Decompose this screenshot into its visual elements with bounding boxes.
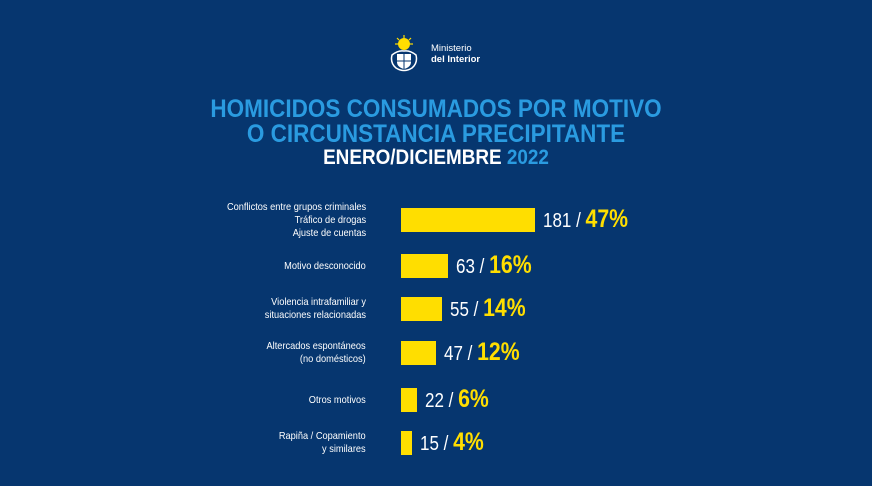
- value-label: 22 / 6%: [425, 387, 489, 413]
- bar: [401, 431, 413, 455]
- category-label: Motivo desconocido: [284, 260, 366, 273]
- ministry-name: Ministerio del Interior: [431, 43, 480, 65]
- ministry-line-1: Ministerio: [431, 43, 472, 54]
- value-label: 181 / 47%: [543, 207, 628, 233]
- category-label-line: Motivo desconocido: [284, 259, 366, 272]
- category-label-line: Tráfico de drogas: [294, 213, 366, 226]
- ministry-line-2: del Interior: [431, 54, 481, 65]
- chart-subtitle: ENERO/DICIEMBRE 2022: [44, 147, 829, 169]
- count-label: 63 /: [455, 256, 489, 278]
- ministry-logo: Ministerio del Interior: [384, 33, 504, 73]
- count-label: 55 /: [449, 299, 483, 321]
- category-label-line: Altercados espontáneos: [266, 340, 366, 352]
- count-label: 15 /: [420, 433, 454, 455]
- category-label-line: Ajuste de cuentas: [292, 226, 366, 239]
- category-label: Rapiña / Copamiento y similares: [279, 430, 366, 456]
- category-label-line: situaciones relacionadas: [264, 309, 366, 321]
- category-label-line: Conflictos entre grupos criminales: [226, 200, 366, 213]
- count-label: 47 /: [443, 343, 477, 365]
- chart-title-line-1: HOMICIDOS CONSUMADOS POR MOTIVO: [210, 95, 662, 123]
- category-label: Violencia intrafamiliar y situaciones rel…: [265, 296, 366, 322]
- percentage-label: 12%: [476, 338, 520, 366]
- value-label: 15 / 4%: [420, 430, 484, 456]
- percentage-label: 16%: [488, 251, 532, 279]
- bar: [401, 208, 535, 232]
- coat-of-arms-icon: [390, 35, 418, 72]
- value-label: 55 / 14%: [450, 296, 526, 322]
- category-label-line: (no domésticos): [300, 353, 366, 365]
- percentage-label: 4%: [453, 428, 484, 456]
- category-label-line: Otros motivos: [309, 393, 366, 406]
- subtitle-year: 2022: [506, 146, 549, 169]
- category-label-line: y similares: [322, 443, 366, 455]
- percentage-label: 14%: [482, 294, 526, 322]
- value-label: 63 / 16%: [456, 253, 532, 279]
- percentage-label: 6%: [458, 385, 490, 413]
- bar: [401, 388, 418, 412]
- count-label: 181 /: [543, 210, 586, 232]
- chart-title-line-2: O CIRCUNSTANCIA PRECIPITANTE: [246, 120, 626, 148]
- bar: [401, 341, 436, 365]
- value-label: 47 / 12%: [444, 340, 520, 366]
- bar: [401, 297, 442, 321]
- category-label-line: Violencia intrafamiliar y: [271, 296, 366, 308]
- category-label: Altercados espontáneos (no domésticos): [267, 340, 366, 366]
- category-label: Conflictos entre grupos criminales Tráfic…: [227, 201, 366, 240]
- count-label: 22 /: [425, 390, 459, 412]
- category-label-line: Rapiña / Copamiento: [279, 430, 366, 442]
- subtitle-period: ENERO/DICIEMBRE: [323, 146, 502, 169]
- percentage-label: 47%: [585, 205, 629, 233]
- category-label: Otros motivos: [309, 394, 366, 407]
- bar: [401, 254, 448, 278]
